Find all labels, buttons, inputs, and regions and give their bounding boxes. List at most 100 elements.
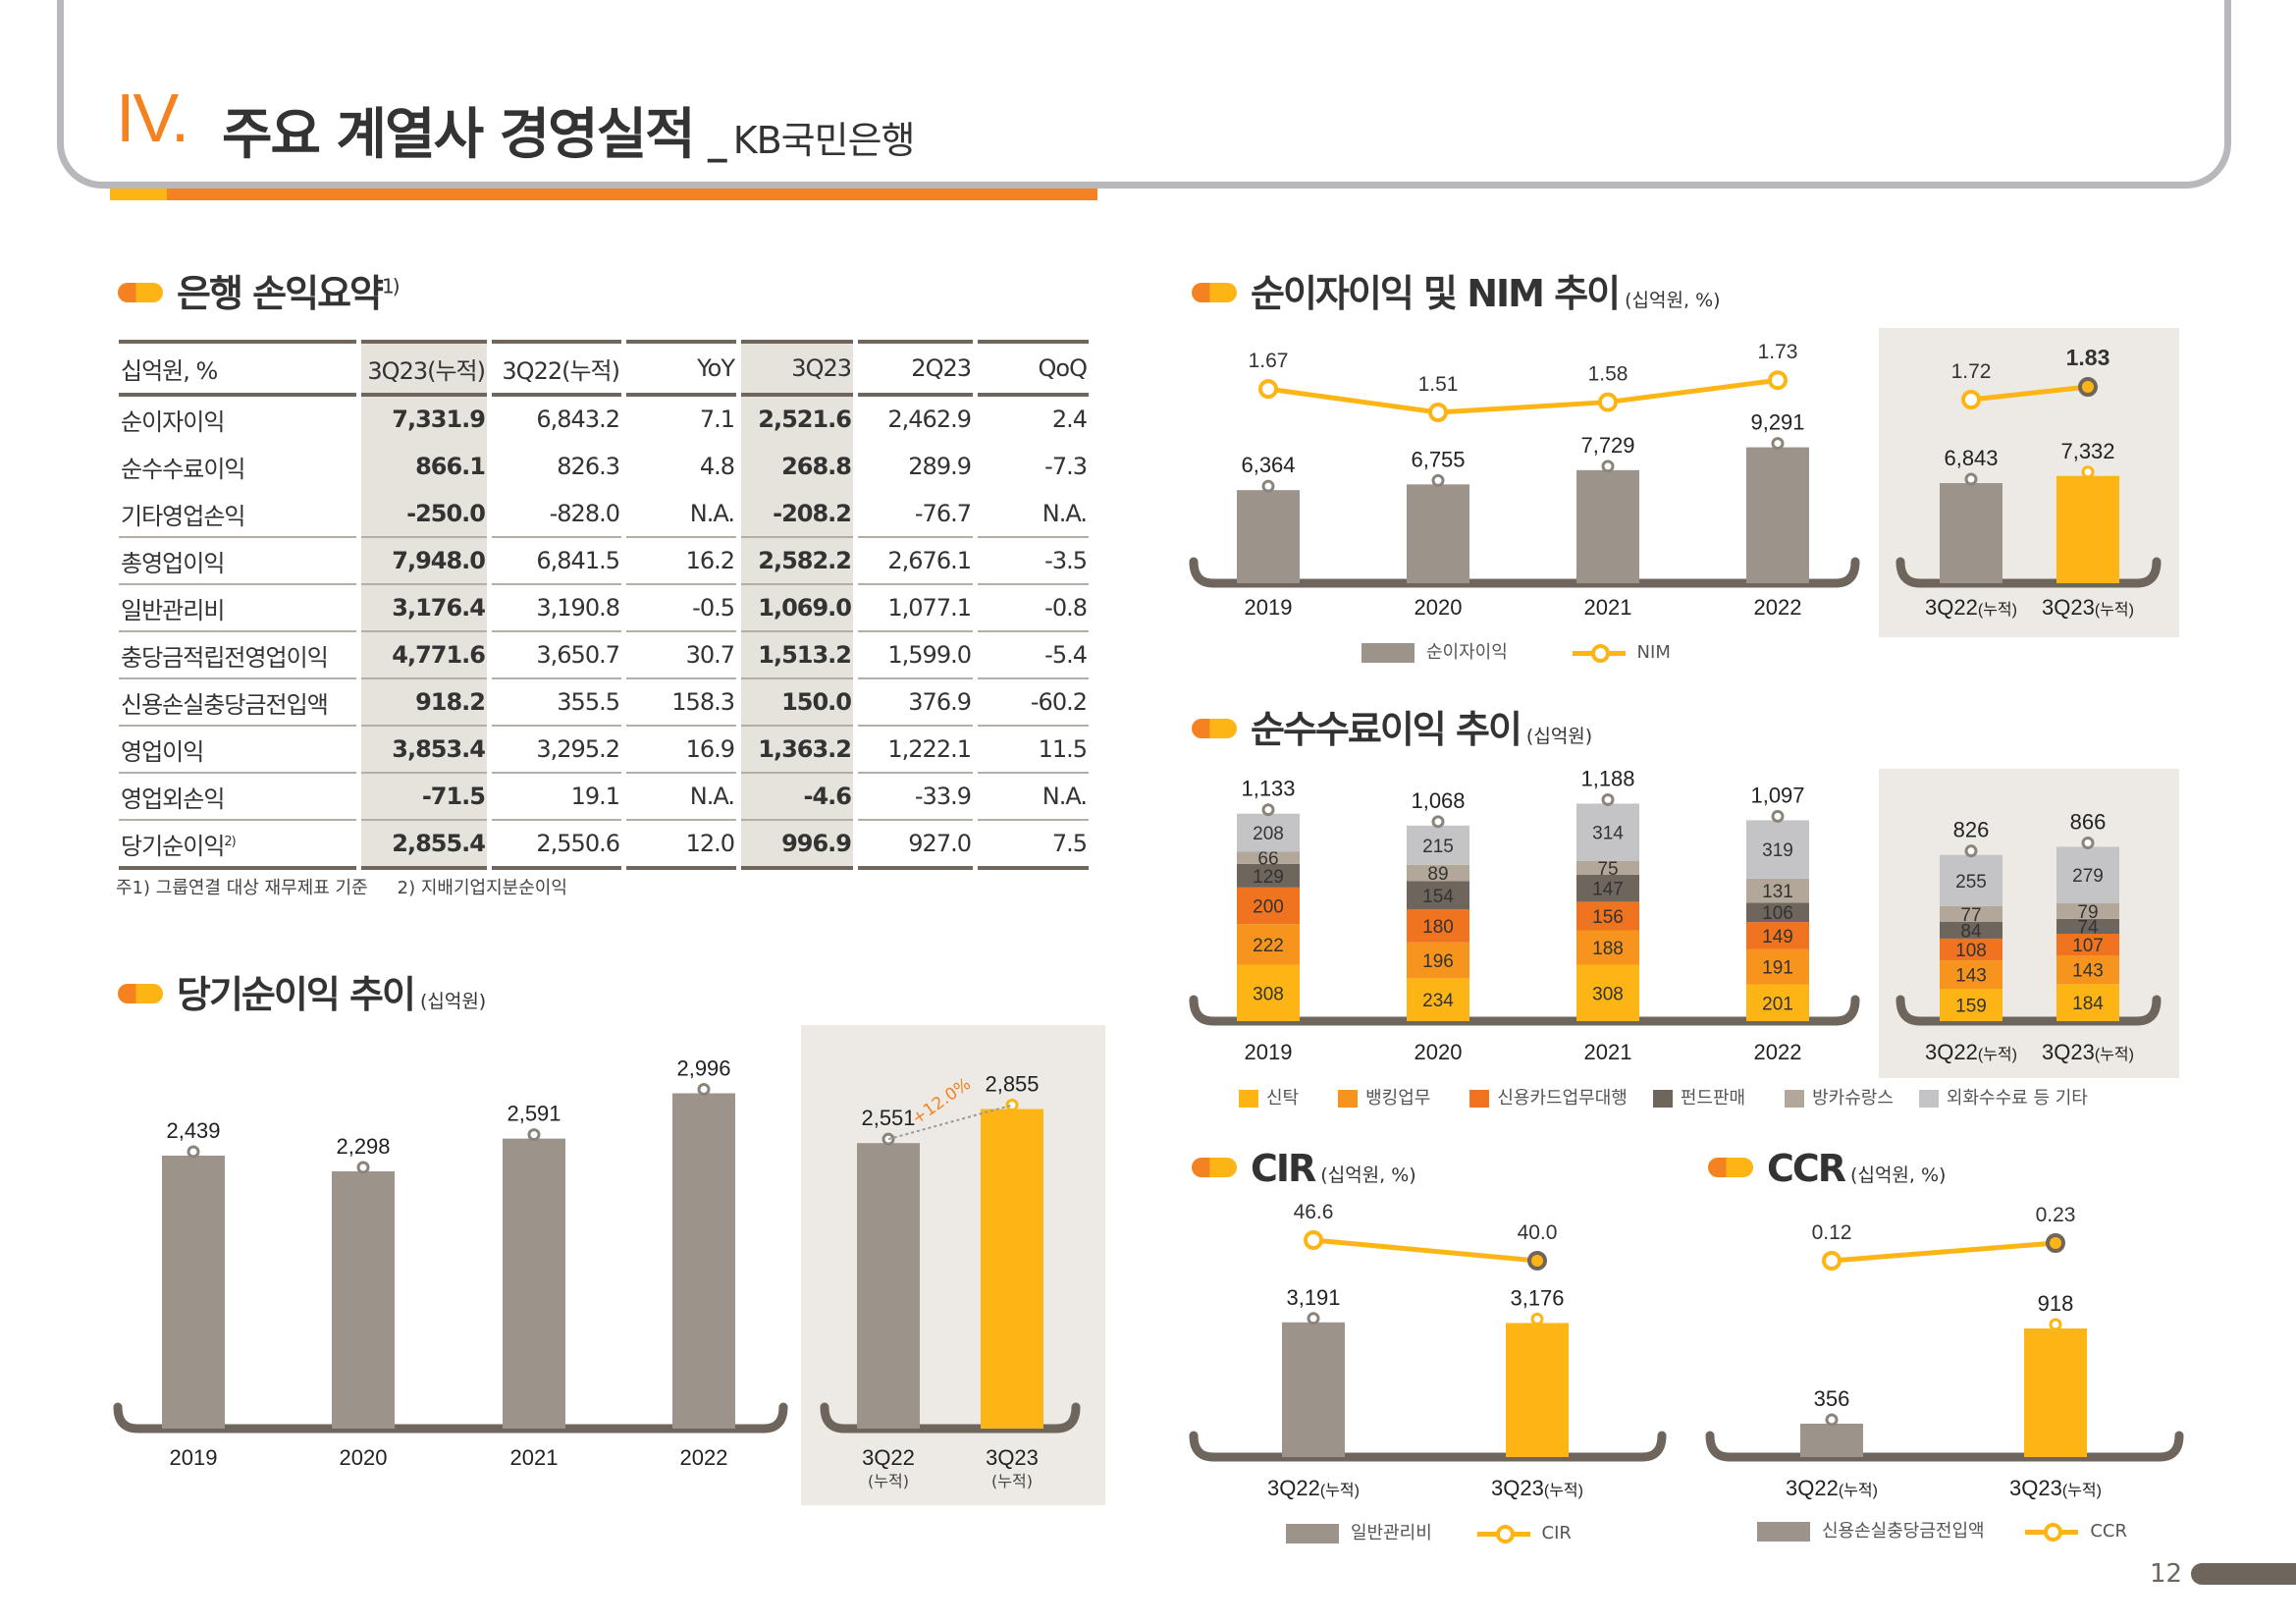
segment-value-label: 188 <box>1592 939 1624 959</box>
bar <box>1282 1322 1345 1457</box>
category-label: 2022 <box>680 1445 728 1470</box>
row-label-text: 일반관리비 <box>121 596 225 624</box>
row-label: 충당금적립전영업이익 <box>119 632 356 679</box>
bar <box>1407 484 1469 583</box>
stacked-segment <box>1407 864 1469 882</box>
segment-value-label: 215 <box>1422 837 1454 857</box>
net-income-title-text: 당기순이익 추이 <box>177 973 416 1016</box>
legend-bar-swatch <box>1286 1524 1339 1543</box>
legend-line-swatch <box>1572 643 1626 663</box>
bar-value-label: 918 <box>2038 1291 2074 1316</box>
legend-swatch <box>1338 1090 1359 1108</box>
bar-top-marker <box>1601 792 1615 806</box>
table-cell: 2,676.1 <box>858 538 973 585</box>
table-cell: 30.7 <box>626 632 736 679</box>
stacked-segment <box>1237 964 1300 1021</box>
net-income-cumulative-panel <box>801 1025 1105 1505</box>
axis-bracket <box>1189 995 1860 1026</box>
row-label: 일반관리비 <box>119 585 356 632</box>
table-cell: 16.9 <box>626 727 736 774</box>
line-point <box>1598 392 1618 412</box>
table-cell: N.A. <box>626 774 736 821</box>
footnote-2: 2) 지배기업지분순이익 <box>397 878 567 898</box>
bar <box>1576 469 1639 583</box>
header-frame <box>57 0 2231 189</box>
segment-value-label: 308 <box>1592 984 1624 1004</box>
table-cell: 2,550.6 <box>492 821 621 870</box>
stacked-segment <box>1746 902 1809 923</box>
nii-title-text: 순이자이익 및 NIM 추이 <box>1251 272 1621 315</box>
table-row: 일반관리비 3,176.4 3,190.8 -0.5 1,069.0 1,077.1 -0.… <box>119 585 1089 632</box>
legend-bar-swatch <box>1757 1522 1810 1542</box>
bar-top-marker <box>1261 479 1275 493</box>
table-row: 기타영업손익 -250.0 -828.0 N.A. -208.2 -76.7 N.A. <box>119 491 1089 538</box>
table-cell: 3,650.7 <box>492 632 621 679</box>
stacked-segment <box>1237 813 1300 852</box>
table-cell: N.A. <box>978 774 1089 821</box>
line-point <box>1768 370 1788 391</box>
total-value-label: 1,188 <box>1580 766 1634 790</box>
table-header-row: 십억원, % 3Q23(누적) 3Q22(누적) YoY 3Q23 2Q23 QoQ <box>119 340 1089 397</box>
segment-value-label: 319 <box>1762 840 1793 861</box>
page-title-text: 주요 계열사 경영실적 <box>222 103 696 167</box>
table-cell: -3.5 <box>978 538 1089 585</box>
row-label: 신용손실충당금전입액 <box>119 679 356 727</box>
table-cell: -208.2 <box>741 491 853 538</box>
table-row: 순이자이익 7,331.9 6,843.2 7.1 2,521.6 2,462.9 2.4 <box>119 397 1089 444</box>
bar <box>1800 1423 1863 1457</box>
segment-value-label: 234 <box>1422 991 1454 1011</box>
table-cell: 289.9 <box>908 453 972 480</box>
legend-item: 신용카드업무대행 <box>1469 1088 1628 1109</box>
row-label-text: 총영업이익 <box>121 549 225 577</box>
table-cell: 826.3 <box>557 453 620 480</box>
bar-value-label: 2,298 <box>336 1134 390 1159</box>
table-cell: 6,841.5 <box>492 538 621 585</box>
line-value-label: 1.51 <box>1418 373 1459 396</box>
category-label: 3Q23(누적) <box>1491 1476 1583 1500</box>
bar <box>503 1138 565 1429</box>
legend-label: CIR <box>1541 1523 1572 1543</box>
segment-value-label: 66 <box>1257 849 1278 870</box>
bar <box>2024 1327 2087 1457</box>
segment-value-label: 308 <box>1253 984 1284 1004</box>
stacked-segment <box>1576 901 1639 931</box>
legend-line-swatch <box>2025 1522 2079 1542</box>
table-cell: 19.1 <box>492 774 621 821</box>
bullet-pill-icon <box>118 983 163 1003</box>
bar-value-label: 9,291 <box>1750 410 1804 435</box>
fee-title-text: 순수수료이익 추이 <box>1251 708 1522 751</box>
net-income-section-title: 당기순이익 추이 (십억원) <box>118 964 486 1018</box>
legend-label: 방카슈랑스 <box>1812 1088 1894 1109</box>
stacked-segment <box>1237 887 1300 925</box>
stacked-segment <box>1576 860 1639 875</box>
row-label: 순수수료이익 <box>119 444 356 491</box>
legend-label: CCR <box>2090 1521 2127 1542</box>
table-cell: -76.7 <box>858 491 973 538</box>
bar <box>1746 447 1809 583</box>
table-cell: 1,069.0 <box>741 585 853 632</box>
table-cell: -0.5 <box>626 585 736 632</box>
row-label: 당기순이익2) <box>119 821 356 870</box>
legend-swatch <box>1918 1090 1939 1108</box>
column-header: 3Q22(누적) <box>492 340 621 397</box>
table-cell: 12.0 <box>626 821 736 870</box>
table-cell: 2,521.6 <box>741 397 853 444</box>
bar-top-marker <box>1261 803 1275 817</box>
column-header: QoQ <box>978 340 1089 397</box>
table-cell: 3,190.8 <box>492 585 621 632</box>
category-label: 2022 <box>1754 595 1802 620</box>
bar-value-label: 6,364 <box>1241 453 1295 477</box>
segment-value-label: 106 <box>1762 903 1793 924</box>
table-row: 총영업이익 7,948.0 6,841.5 16.2 2,582.2 2,676.1 -3.… <box>119 538 1089 585</box>
bullet-pill-icon <box>1192 718 1237 738</box>
legend-swatch <box>1469 1090 1490 1108</box>
total-value-label: 1,133 <box>1241 777 1295 801</box>
table-cell: 7,948.0 <box>361 538 487 585</box>
legend-line-swatch <box>1476 1524 1530 1543</box>
total-value-label: 1,068 <box>1411 788 1465 813</box>
stacked-segment <box>1237 863 1300 888</box>
bar-top-marker <box>2049 1318 2062 1331</box>
bar-value-label: 7,729 <box>1580 433 1634 458</box>
stacked-segment <box>1407 942 1469 979</box>
bar-value-label: 2,439 <box>166 1118 220 1143</box>
